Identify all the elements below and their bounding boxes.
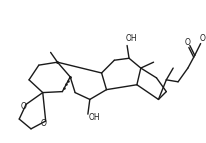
Text: O: O — [41, 119, 46, 128]
Text: OH: OH — [89, 113, 100, 122]
Text: O: O — [199, 34, 205, 43]
Text: O: O — [184, 38, 190, 47]
Text: OH: OH — [125, 34, 136, 43]
Text: O: O — [20, 102, 26, 111]
